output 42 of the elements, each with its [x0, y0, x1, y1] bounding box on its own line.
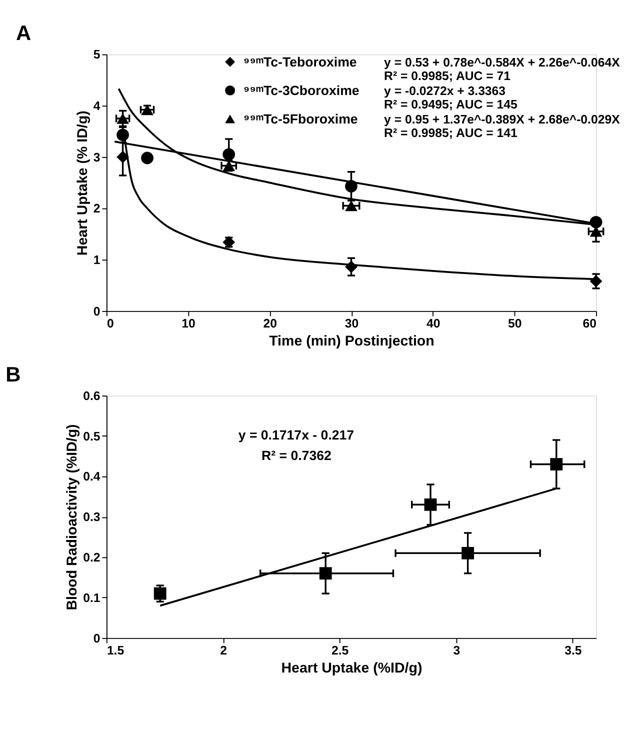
- y-axis-title: Heart Uptake (% ID/g): [74, 110, 91, 256]
- y-tick-label: 3: [93, 150, 100, 164]
- annotation: R² = 0.9495; AUC = 145: [384, 98, 518, 112]
- annotation: y = -0.0272x + 3.3363: [384, 84, 506, 98]
- x-tick-label: 10: [182, 316, 196, 331]
- y-tick-label: 0.5: [83, 429, 100, 444]
- x-tick-label: 3.5: [564, 644, 582, 658]
- x-axis-title: Heart Uptake (%ID/g): [281, 660, 422, 677]
- y-tick-label: 0.1: [83, 590, 100, 605]
- y-tick-label: 1: [93, 252, 100, 267]
- y-tick-label: 0.2: [83, 550, 100, 564]
- x-tick-label: 3: [453, 644, 460, 658]
- chart-title: B: [6, 363, 21, 386]
- x-tick-label: 30: [344, 316, 359, 331]
- annotation: R² = 0.7362: [262, 448, 332, 464]
- x-tick-label: 20: [263, 316, 278, 331]
- x-tick-label: 60: [582, 316, 597, 331]
- x-tick-label: 0: [106, 316, 114, 331]
- annotation: R² = 0.9985; AUC = 71: [384, 68, 511, 83]
- x-tick-label: 40: [426, 316, 440, 331]
- legend-label: ⁹⁹ᵐTc-5Fboroxime: [243, 112, 358, 127]
- x-tick-label: 2.5: [331, 644, 349, 658]
- y-tick-label: 0.3: [83, 510, 100, 524]
- y-tick-label: 5: [93, 48, 100, 62]
- y-tick-label: 2: [93, 202, 100, 216]
- x-axis-title: Time (min) Postinjection: [269, 334, 434, 350]
- legend-label: ⁹⁹ᵐTc-3Cboroxime: [243, 83, 360, 98]
- y-axis-title: Blood Radioactivity (%ID/g): [64, 424, 80, 610]
- y-tick-label: 0.4: [83, 470, 100, 484]
- legend-label: ⁹⁹ᵐTc-Teboroxime: [243, 54, 357, 70]
- x-tick-label: 50: [508, 316, 522, 331]
- y-tick-label: 0: [93, 304, 100, 318]
- annotation: y = 0.95 + 1.37e^-0.389X + 2.68e^-0.029X: [384, 112, 621, 127]
- annotation: y = 0.1717x - 0.217: [238, 427, 354, 442]
- annotation: R² = 0.9985; AUC = 141: [384, 126, 518, 140]
- x-tick-label: 1.5: [106, 644, 124, 658]
- y-tick-label: 0: [93, 631, 100, 646]
- y-tick-label: 0.6: [83, 388, 100, 403]
- annotation: y = 0.53 + 0.78e^-0.584X + 2.26e^-0.064X: [384, 56, 621, 70]
- x-tick-label: 2: [220, 644, 228, 658]
- y-tick-label: 4: [93, 98, 100, 113]
- chart-title: A: [16, 22, 32, 46]
